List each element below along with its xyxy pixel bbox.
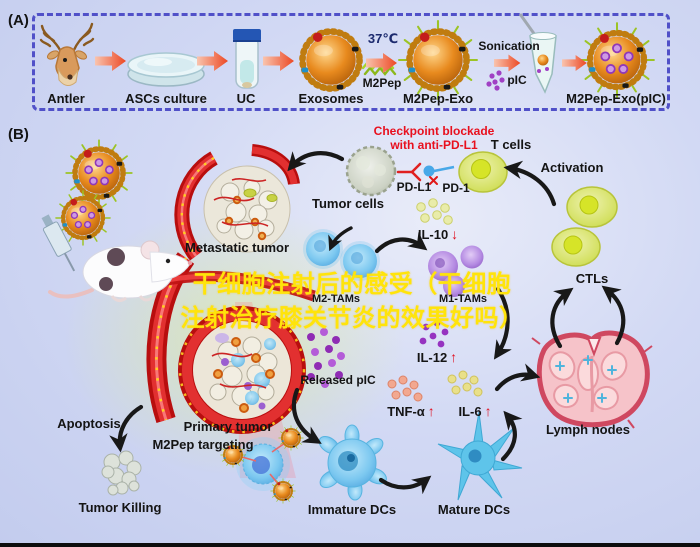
lymph-node-illustration: [531, 330, 653, 429]
il12-trend-arrow: ↑: [450, 349, 458, 365]
step-label-exosomes: Exosomes: [298, 91, 364, 106]
temperature-label: 37℃: [367, 31, 399, 46]
il10-label: IL-10 ↓: [418, 227, 458, 242]
exosome-particle: [66, 140, 132, 206]
released-pic-label: Released pIC: [300, 373, 376, 387]
uc-tube-icon: [233, 29, 261, 89]
il10-trend-arrow: ↓: [451, 226, 459, 242]
m2pep-exo-icon: [399, 21, 477, 99]
metastatic-tumor-illustration: [174, 144, 300, 261]
sonication-tube-icon: [518, 13, 557, 94]
petri-dish-icon: [127, 52, 205, 87]
m2-tam-cell: [303, 229, 380, 281]
ctls-label: CTLs: [575, 271, 609, 286]
tnf-trend-arrow: ↑: [427, 403, 435, 419]
m2pep-exo-pic-icon: [580, 23, 654, 97]
arrow-lymph-to-ctl: [550, 287, 574, 349]
flow-arrows-black: [109, 151, 626, 495]
image-bottom-border: [0, 543, 700, 547]
arrow-tumorcells-to-m2: [328, 226, 353, 252]
step-label-m2pep-exo-pic: M2Pep-Exo(pIC): [566, 91, 666, 106]
tumor-cell-illustration: [345, 145, 397, 197]
pic-dots-small: [419, 319, 449, 348]
pd-1-receptor-icon: [423, 165, 455, 177]
pic-dots-icon: [486, 70, 505, 91]
tumor-cells-label: Tumor cells: [311, 196, 385, 211]
il6-trend-arrow: ↑: [484, 403, 492, 419]
arrow-m2-to-m1: [374, 231, 428, 254]
panel-b-tag: (B): [8, 126, 29, 143]
mouse-icon: [48, 240, 193, 303]
apoptotic-cell-illustration: [101, 450, 142, 496]
arrow-immature-to-mature: [378, 475, 432, 495]
primary-tumor-label: Primary tumor: [183, 419, 273, 434]
tnf-dots: [387, 375, 423, 402]
step-label-m2pep-exo: M2Pep-Exo: [402, 91, 474, 106]
tnf-name: TNF-α: [387, 404, 425, 419]
syringe-icon: [41, 214, 76, 272]
immature-dcs-label: Immature DCs: [307, 502, 397, 517]
m2-tams-label: M2-TAMs: [311, 293, 361, 305]
m2pep-targeting-label: M2Pep targeting: [152, 437, 254, 452]
step-label-antler: Antler: [47, 91, 85, 106]
m2pep-targeting-cell: [221, 426, 304, 504]
pd-l1-label: PD-L1: [396, 180, 432, 194]
il6-name: IL-6: [458, 404, 482, 419]
il10-name: IL-10: [417, 227, 449, 242]
arrow-m1-to-il12: [493, 286, 512, 360]
tnf-label: TNF-α ↑: [387, 404, 435, 419]
t-cells-label: T cells: [490, 137, 532, 152]
ctl-cell: [551, 227, 601, 267]
m1-tam-cell: [428, 245, 484, 297]
pd-1-label: PD-1: [442, 181, 470, 195]
step-label-uc: UC: [236, 91, 256, 106]
checkpoint-blockade-label: Checkpoint blockade: [373, 124, 495, 138]
il6-label: IL-6 ↑: [458, 404, 491, 419]
arrow-activation: [503, 160, 557, 207]
il12-label: IL-12 ↑: [417, 350, 457, 365]
anti-pd-l1-label: with anti-PD-L1: [390, 138, 478, 152]
pd-l1-antibody-icon: [396, 162, 422, 182]
ctl-cell: [566, 186, 618, 228]
activation-label: Activation: [540, 160, 604, 175]
apoptosis-label: Apoptosis: [57, 416, 121, 431]
step-label-ascs-culture: ASCs culture: [125, 91, 207, 106]
t-cell-illustration: [458, 151, 508, 193]
il12-name: IL-12: [416, 350, 448, 365]
mature-dc-illustration: [437, 411, 523, 501]
m2pep-label: M2Pep: [362, 76, 402, 90]
metastatic-tumor-label: Metastatic tumor: [184, 240, 290, 255]
blocked-x-icon: [429, 176, 438, 185]
il10-dots: [416, 198, 453, 225]
tumor-killing-label: Tumor Killing: [78, 500, 162, 515]
released-pic-dots: [307, 328, 345, 388]
arrow-apoptosis: [109, 404, 144, 453]
watermark-line-1: 干细胞注射后的感受（干细胞: [192, 271, 512, 298]
immature-dc-illustration: [318, 424, 387, 501]
panel-a-dashed-border: [32, 13, 670, 111]
m1-tams-label: M1-TAMs: [438, 293, 488, 305]
pic-label: pIC: [507, 73, 527, 87]
sonication-label: Sonication: [478, 39, 540, 53]
il6-dots: [447, 370, 483, 397]
panel-a-tag: (A): [8, 12, 29, 29]
arrow-pic-to-dc: [291, 387, 322, 444]
watermark-line-2: 注射治疗膝关节炎的效果好吗）: [180, 305, 524, 332]
arrow-maturedc-to-il6: [500, 410, 523, 462]
lymph-nodes-label: Lymph nodes: [545, 422, 631, 437]
mature-dcs-label: Mature DCs: [437, 502, 511, 517]
arrow-tumor-to-metastatic: [287, 151, 345, 172]
arrow-lymph-to-ctl: [601, 285, 626, 346]
arrow-il6-to-lymph: [494, 363, 541, 392]
deer-icon: [39, 22, 95, 86]
exosome-icon: [302, 31, 360, 89]
